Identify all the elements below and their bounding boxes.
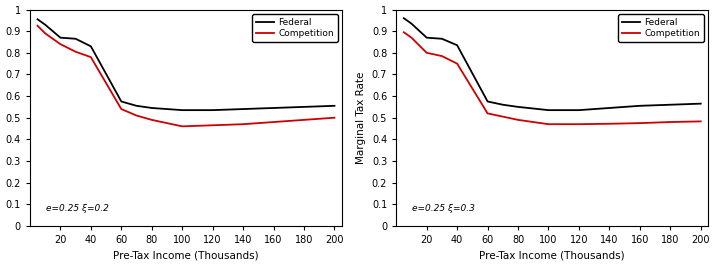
Competition <box>178 125 186 128</box>
Competition <box>71 50 80 53</box>
Competition <box>407 36 416 39</box>
Line: Federal: Federal <box>37 19 334 110</box>
Competition <box>209 124 217 127</box>
Competition <box>148 118 156 122</box>
Competition <box>56 43 65 46</box>
Federal <box>132 104 141 107</box>
Line: Competition: Competition <box>37 26 334 126</box>
Competition <box>514 118 523 122</box>
Federal <box>330 104 338 107</box>
Federal <box>148 106 156 110</box>
Competition <box>498 115 507 118</box>
Federal <box>453 44 462 47</box>
Federal <box>437 37 446 40</box>
Text: e=0.25 ξ=0.2: e=0.25 ξ=0.2 <box>46 204 108 213</box>
Federal <box>407 22 416 25</box>
Federal <box>399 16 408 20</box>
Competition <box>399 31 408 34</box>
Federal <box>87 45 95 48</box>
Competition <box>117 107 125 111</box>
Line: Competition: Competition <box>404 32 701 124</box>
Competition <box>300 118 308 122</box>
Competition <box>239 123 247 126</box>
Federal <box>33 18 42 21</box>
Competition <box>422 51 431 55</box>
Federal <box>635 104 644 107</box>
Federal <box>422 36 431 39</box>
Competition <box>544 123 553 126</box>
X-axis label: Pre-Tax Income (Thousands): Pre-Tax Income (Thousands) <box>113 251 259 260</box>
Federal <box>605 106 614 110</box>
Federal <box>696 102 705 105</box>
Federal <box>544 109 553 112</box>
Federal <box>270 106 278 110</box>
Text: e=0.25 ξ=0.3: e=0.25 ξ=0.3 <box>412 204 475 213</box>
Competition <box>635 122 644 125</box>
Competition <box>330 116 338 119</box>
Competition <box>483 112 492 115</box>
Federal <box>514 105 523 109</box>
Legend: Federal, Competition: Federal, Competition <box>252 14 338 42</box>
Federal <box>56 36 65 39</box>
Federal <box>483 100 492 103</box>
X-axis label: Pre-Tax Income (Thousands): Pre-Tax Income (Thousands) <box>480 251 625 260</box>
Federal <box>574 109 583 112</box>
Competition <box>696 120 705 123</box>
Competition <box>33 24 42 27</box>
Line: Federal: Federal <box>404 18 701 110</box>
Competition <box>453 62 462 65</box>
Federal <box>498 103 507 106</box>
Competition <box>666 120 675 124</box>
Legend: Federal, Competition: Federal, Competition <box>619 14 704 42</box>
Competition <box>41 32 49 35</box>
Federal <box>239 107 247 111</box>
Competition <box>605 122 614 125</box>
Y-axis label: Marginal Tax Rate: Marginal Tax Rate <box>356 72 366 164</box>
Federal <box>117 100 125 103</box>
Federal <box>178 109 186 112</box>
Federal <box>71 37 80 40</box>
Federal <box>666 103 675 106</box>
Federal <box>300 105 308 109</box>
Competition <box>87 56 95 59</box>
Competition <box>437 55 446 58</box>
Competition <box>132 114 141 117</box>
Federal <box>209 109 217 112</box>
Competition <box>270 120 278 124</box>
Competition <box>574 123 583 126</box>
Federal <box>41 23 49 26</box>
